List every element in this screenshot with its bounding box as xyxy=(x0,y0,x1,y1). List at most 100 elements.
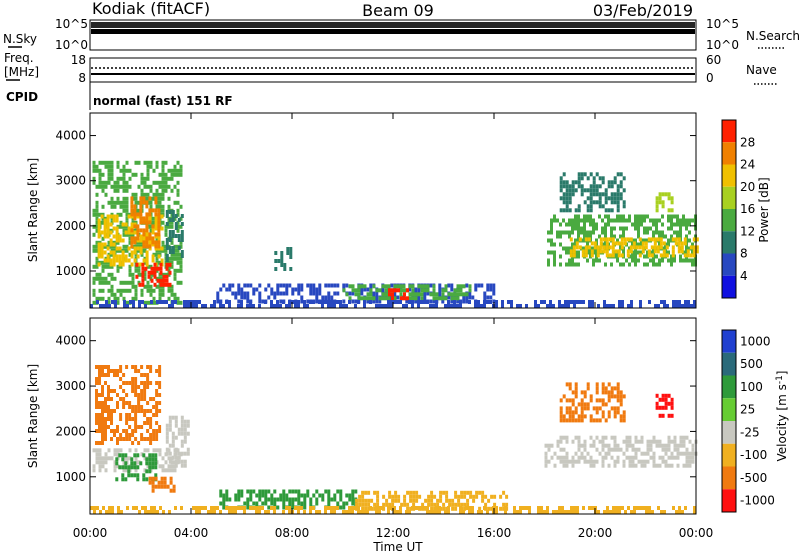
heatmap-cell xyxy=(142,473,146,478)
heatmap-cell xyxy=(297,497,301,502)
heatmap-cell xyxy=(96,300,99,304)
heatmap-cell xyxy=(108,506,111,510)
heatmap-cell xyxy=(670,455,674,460)
heatmap-cell xyxy=(166,484,170,489)
heatmap-cell xyxy=(101,236,105,241)
heatmap-cell xyxy=(474,304,477,308)
heatmap-cell xyxy=(92,288,96,293)
heatmap-cell xyxy=(300,506,303,510)
heatmap-cell xyxy=(688,238,691,243)
heatmap-cell xyxy=(646,214,649,219)
heatmap-cell xyxy=(113,276,117,281)
heatmap-cell xyxy=(463,506,467,511)
heatmap-cell xyxy=(667,250,670,255)
heatmap-cell xyxy=(112,218,116,223)
heatmap-cell xyxy=(652,234,655,239)
heatmap-cell xyxy=(107,393,110,397)
heatmap-cell xyxy=(158,288,162,293)
heatmap-cell xyxy=(565,455,569,460)
heatmap-cell xyxy=(628,463,632,468)
heatmap-cell xyxy=(160,476,164,481)
heatmap-cell xyxy=(176,188,180,193)
heatmap-cell xyxy=(571,226,574,231)
heatmap-cell xyxy=(130,250,134,255)
heatmap-cell xyxy=(399,300,402,304)
heatmap-cell xyxy=(288,510,291,514)
heatmap-cell xyxy=(408,284,412,289)
heatmap-cell xyxy=(622,200,626,205)
heatmap-cell xyxy=(270,506,273,510)
heatmap-cell xyxy=(133,453,137,458)
heatmap-cell xyxy=(375,295,379,300)
heatmap-cell xyxy=(655,405,659,410)
heatmap-cell xyxy=(134,160,138,165)
heatmap-cell xyxy=(93,506,96,510)
heatmap-cell xyxy=(143,373,147,377)
heatmap-cell xyxy=(318,283,322,288)
power-heatmap xyxy=(90,160,699,308)
heatmap-cell xyxy=(490,506,494,511)
heatmap-cell xyxy=(300,299,304,304)
heatmap-cell xyxy=(101,172,105,177)
heatmap-cell xyxy=(695,237,699,242)
heatmap-cell xyxy=(130,240,134,245)
heatmap-cell xyxy=(357,300,360,304)
heatmap-cell xyxy=(673,443,677,448)
heatmap-cell xyxy=(142,258,146,263)
heatmap-cell xyxy=(568,184,572,189)
noise-search-label: N.Search xyxy=(746,29,800,43)
heatmap-cell xyxy=(179,244,183,249)
heatmap-cell xyxy=(97,242,101,247)
heatmap-cell xyxy=(173,200,177,205)
heatmap-cell xyxy=(670,405,674,410)
heatmap-cell xyxy=(164,184,168,189)
heatmap-cell xyxy=(571,390,575,395)
heatmap-cell xyxy=(119,248,123,253)
heatmap-cell xyxy=(122,208,126,213)
heatmap-cell xyxy=(104,460,108,465)
heatmap-cell xyxy=(571,242,574,247)
heatmap-cell xyxy=(544,455,548,460)
heatmap-cell xyxy=(599,245,603,250)
heatmap-cell xyxy=(137,425,141,429)
heatmap-cell xyxy=(180,234,184,238)
heatmap-cell xyxy=(547,443,551,448)
heatmap-cell xyxy=(116,401,119,405)
heatmap-cell xyxy=(152,437,156,441)
heatmap-cell xyxy=(411,506,414,510)
heatmap-cell xyxy=(546,304,549,308)
heatmap-cell xyxy=(143,456,147,461)
heatmap-cell xyxy=(95,228,99,233)
heatmap-cell xyxy=(574,406,578,411)
heatmap-cell xyxy=(580,410,584,415)
heatmap-cell xyxy=(270,291,274,296)
heatmap-cell xyxy=(435,300,438,304)
heatmap-cell xyxy=(173,276,177,281)
heatmap-cell xyxy=(95,417,98,421)
heatmap-cell xyxy=(484,502,488,507)
heatmap-cell xyxy=(616,196,620,201)
heatmap-cell xyxy=(179,300,183,305)
heatmap-cell xyxy=(391,502,395,507)
heatmap-cell xyxy=(444,284,448,289)
heatmap-cell xyxy=(104,468,108,473)
heatmap-cell xyxy=(146,377,150,381)
heatmap-cell xyxy=(438,296,442,301)
heatmap-cell xyxy=(691,459,695,464)
heatmap-cell xyxy=(580,230,583,235)
heatmap-cell xyxy=(249,497,253,502)
heatmap-cell xyxy=(683,253,687,258)
heatmap-cell xyxy=(417,284,421,289)
heatmap-cell xyxy=(237,493,241,498)
heatmap-cell xyxy=(647,253,651,258)
heatmap-cell xyxy=(158,248,162,253)
heatmap-cell xyxy=(378,299,382,304)
heatmap-cell xyxy=(568,208,572,213)
heatmap-cell xyxy=(113,296,117,301)
heatmap-cell xyxy=(159,506,162,510)
heatmap-cell xyxy=(157,240,161,245)
heatmap-cell xyxy=(134,200,138,205)
heatmap-cell xyxy=(571,192,575,197)
heatmap-cell xyxy=(403,494,407,499)
